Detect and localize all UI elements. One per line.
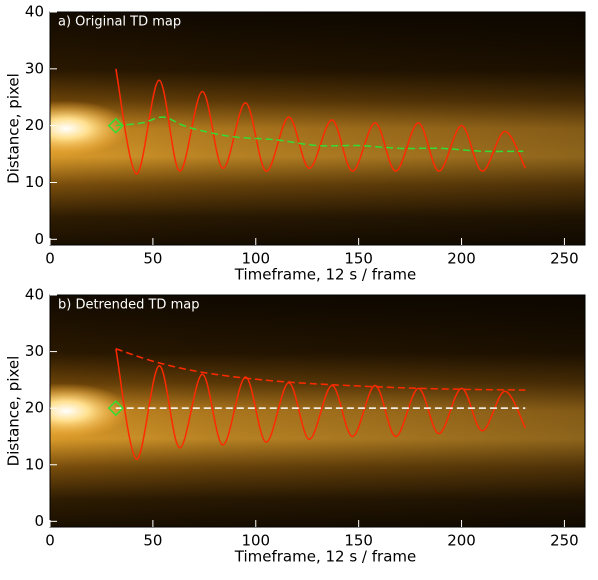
- y-tick-label: 20: [25, 116, 44, 134]
- panel: b) Detrended TD map 0 50 100 150 200 250 0 10 20 3…: [5, 286, 586, 566]
- x-tick-label: 0: [45, 532, 55, 550]
- axes-frame: [49, 294, 586, 528]
- x-tick-label: 100: [241, 532, 270, 550]
- x-tick-label: 50: [143, 250, 162, 268]
- y-axis-label: Distance, pixel: [5, 356, 23, 467]
- y-tick-label: 10: [25, 173, 44, 191]
- y-tick-label: 30: [25, 59, 44, 77]
- panel: a) Original TD map 0 50 100 150 200 250 0 10 20 30…: [5, 3, 586, 284]
- plot-area: [107, 348, 526, 460]
- td-map-glow: [50, 12, 585, 245]
- x-tick-label: 250: [550, 250, 579, 268]
- y-tick-label: 0: [34, 512, 44, 530]
- fit-curve: [115, 348, 526, 391]
- x-tick-label: 150: [344, 532, 373, 550]
- start-marker: [107, 117, 124, 134]
- y-tick-label: 40: [25, 3, 44, 21]
- fit-curve: [115, 68, 526, 175]
- x-tick-label: 200: [447, 532, 476, 550]
- panel-title: b) Detrended TD map: [58, 298, 199, 313]
- x-tick-label: 50: [143, 532, 162, 550]
- fit-curve: [115, 116, 524, 153]
- plot-area: [107, 68, 526, 175]
- axes-frame: [49, 11, 586, 246]
- fit-curve: [115, 348, 526, 460]
- td-map-glow: [50, 295, 585, 527]
- y-tick-label: 20: [25, 399, 44, 417]
- y-tick-label: 0: [34, 230, 44, 248]
- panel-title: a) Original TD map: [58, 15, 181, 30]
- x-tick-label: 0: [45, 250, 55, 268]
- start-marker: [107, 400, 124, 417]
- x-tick-label: 250: [550, 532, 579, 550]
- x-tick-label: 150: [344, 250, 373, 268]
- x-axis-label: Timeframe, 12 s / frame: [234, 548, 416, 566]
- x-tick-label: 200: [447, 250, 476, 268]
- x-axis-label: Timeframe, 12 s / frame: [234, 266, 416, 284]
- y-tick-label: 30: [25, 342, 44, 360]
- y-tick-label: 10: [25, 455, 44, 473]
- y-tick-label: 40: [25, 286, 44, 304]
- y-axis-label: Distance, pixel: [5, 73, 23, 184]
- x-tick-label: 100: [241, 250, 270, 268]
